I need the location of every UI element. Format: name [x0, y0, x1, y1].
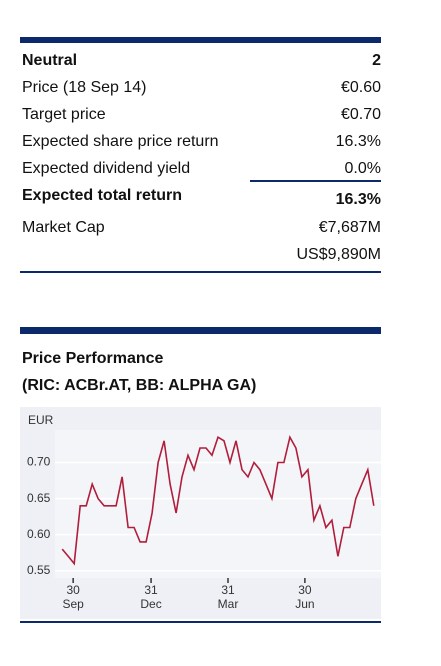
- x-tick-label: 30: [66, 583, 80, 597]
- x-tick-label: 30: [298, 583, 312, 597]
- row-value: 2: [372, 52, 381, 69]
- y-axis-label: EUR: [28, 413, 54, 427]
- price-line: [61, 435, 375, 566]
- top-rule: [20, 37, 381, 43]
- row-label: Price (18 Sep 14): [22, 79, 147, 96]
- row-value: 16.3%: [336, 133, 381, 150]
- table: Neutral 2 Price (18 Sep 14) €0.60 Target pri…: [22, 52, 381, 263]
- y-tick-label: 0.65: [27, 491, 51, 505]
- row-label: Market Cap: [22, 219, 105, 236]
- row-value: US$9,890M: [297, 246, 382, 263]
- row-label: Expected share price return: [22, 133, 219, 150]
- row-value: 0.0%: [345, 160, 381, 177]
- row-value: €0.60: [341, 79, 381, 96]
- row-label: Target price: [22, 106, 106, 123]
- y-tick-label: 0.70: [27, 455, 51, 469]
- x-tick-label: 31: [144, 583, 158, 597]
- y-tick-label: 0.60: [27, 527, 51, 541]
- x-tick-label: Jun: [295, 597, 314, 611]
- chart-top-rule: [20, 327, 381, 334]
- row-value: 16.3%: [336, 191, 381, 208]
- chart-subtitle: (RIC: ACBr.AT, BB: ALPHA GA): [22, 377, 256, 394]
- chart-title: Price Performance: [22, 350, 164, 367]
- row-label: Expected dividend yield: [22, 160, 190, 177]
- plot-area: [55, 430, 381, 578]
- row-value: €7,687M: [319, 219, 381, 236]
- x-tick-label: Dec: [140, 597, 161, 611]
- row-label: Expected total return: [22, 187, 182, 204]
- y-tick-label: 0.55: [27, 563, 51, 577]
- x-tick-label: Sep: [62, 597, 84, 611]
- x-tick-label: Mar: [218, 597, 239, 611]
- row-value: €0.70: [341, 106, 381, 123]
- row-label: Neutral: [22, 52, 77, 69]
- x-tick-label: 31: [221, 583, 235, 597]
